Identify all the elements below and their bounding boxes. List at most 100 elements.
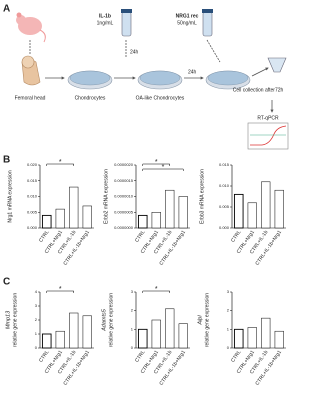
- panel-letter: C: [3, 277, 10, 288]
- bar: [137, 214, 148, 229]
- bar: [274, 189, 284, 229]
- y-tick-label: 2: [35, 317, 38, 322]
- bar: [82, 205, 92, 229]
- y-tick-label: 0.015: [27, 178, 38, 183]
- y-axis-label: Erbb2 mRNA expression: [103, 169, 109, 224]
- bar: [233, 328, 244, 349]
- y-tick-label: 3: [131, 289, 134, 294]
- y-tick-label: 0.000: [219, 225, 230, 230]
- y-axis-label: Nrg1 mRNA expression: [7, 170, 13, 222]
- y-tick-label: 0.0000015: [114, 178, 134, 183]
- y-axis-label: relative gene expression: [204, 293, 210, 347]
- significance-bracket: [46, 290, 74, 293]
- x-tick-label: CTRL: [230, 349, 243, 363]
- bar: [82, 315, 92, 349]
- x-tick-label: CTRL: [134, 229, 147, 243]
- y-tick-label: 0.010: [219, 183, 230, 188]
- bar: [178, 196, 188, 229]
- significance-bracket: [142, 163, 170, 166]
- panel-letter: A: [3, 4, 10, 15]
- qpcr-plot-icon: [247, 122, 289, 150]
- significance-bracket: [142, 290, 170, 293]
- y-tick-label: 1: [131, 326, 134, 331]
- y-tick-label: 0.005: [27, 209, 38, 214]
- label: Cell collection after72h: [233, 87, 284, 93]
- label: 24h: [188, 69, 197, 75]
- y-axis-label: relative gene expression: [12, 293, 18, 347]
- significance-label: *: [155, 286, 158, 293]
- x-tick-label: CTRL: [38, 349, 51, 363]
- label: Chondrocytes: [75, 95, 106, 101]
- label: 50ng/mL: [177, 20, 197, 26]
- y-tick-label: 4: [35, 289, 38, 294]
- label: 1ng/mL: [97, 20, 114, 26]
- y-tick-label: 0: [227, 345, 230, 350]
- bar: [137, 328, 148, 349]
- y-tick-label: 0.0000020: [114, 162, 134, 167]
- bar: [55, 330, 65, 349]
- x-tick-label: CTRL: [230, 229, 243, 243]
- y-tick-label: 0.000: [27, 225, 38, 230]
- bar: [165, 308, 175, 349]
- bar: [261, 317, 271, 349]
- y-tick-label: 2: [227, 308, 230, 313]
- dish: [137, 70, 183, 90]
- y-tick-label: 2: [131, 308, 134, 313]
- y-tick-label: 3: [35, 303, 38, 308]
- bar: [247, 202, 257, 229]
- bar: [165, 189, 175, 229]
- tube-icon: [202, 9, 213, 37]
- y-tick-label: 0.020: [27, 162, 38, 167]
- significance-label: *: [59, 159, 62, 166]
- significance-label: *: [162, 164, 165, 171]
- y-axis-label: Adamts5: [101, 308, 107, 332]
- bar: [151, 319, 161, 349]
- y-tick-label: 0: [35, 345, 38, 350]
- y-axis-label: Alpl: [197, 315, 203, 326]
- bar: [247, 327, 257, 349]
- significance-bracket: [142, 168, 184, 171]
- bar: [69, 186, 79, 229]
- x-tick-label: CTRL: [134, 349, 147, 363]
- y-tick-label: 0.0000010: [114, 194, 134, 199]
- y-axis-label: relative gene expression: [108, 293, 114, 347]
- significance-bracket: [46, 163, 74, 166]
- y-axis-label: Erbb3 mRNA expression: [199, 169, 205, 224]
- y-tick-label: 0.010: [27, 194, 38, 199]
- arrow: [251, 67, 269, 77]
- y-tick-label: 3: [227, 289, 230, 294]
- y-tick-label: 0.015: [219, 162, 230, 167]
- arrow: [206, 39, 221, 63]
- label: OA-like Chondrocytes: [136, 95, 185, 101]
- tube-icon: [267, 57, 287, 73]
- y-tick-label: 1: [227, 326, 230, 331]
- figure: A Femoral head Chondrocytes IL-1b 1ng/mL…: [3, 4, 289, 387]
- y-axis-label: Mmp13: [5, 310, 11, 329]
- bar: [55, 208, 65, 229]
- bar: [274, 330, 284, 349]
- bar: [261, 181, 271, 229]
- label: NRG1 rec: [176, 13, 199, 19]
- mouse-icon: [16, 12, 46, 43]
- label: Femoral head: [15, 95, 46, 101]
- label: 24h: [130, 49, 139, 55]
- bar: [41, 214, 52, 229]
- tube-icon: [121, 9, 132, 37]
- bar: [178, 323, 188, 349]
- significance-label: *: [155, 159, 158, 166]
- x-tick-label: CTRL: [38, 229, 51, 243]
- label: RT-qPCR: [257, 115, 279, 121]
- dish: [67, 70, 113, 90]
- significance-label: *: [59, 286, 62, 293]
- y-tick-label: 0.0000000: [114, 225, 134, 230]
- femoral-head-icon: [21, 55, 41, 86]
- panel-letter: B: [3, 155, 10, 166]
- bar: [41, 333, 52, 349]
- y-tick-label: 0: [131, 345, 134, 350]
- bar: [151, 212, 161, 229]
- label: IL-1b: [99, 13, 111, 19]
- bar: [69, 312, 79, 349]
- dish: [205, 70, 251, 90]
- y-tick-label: 0.005: [219, 204, 230, 209]
- y-tick-label: 0.0000005: [114, 209, 134, 214]
